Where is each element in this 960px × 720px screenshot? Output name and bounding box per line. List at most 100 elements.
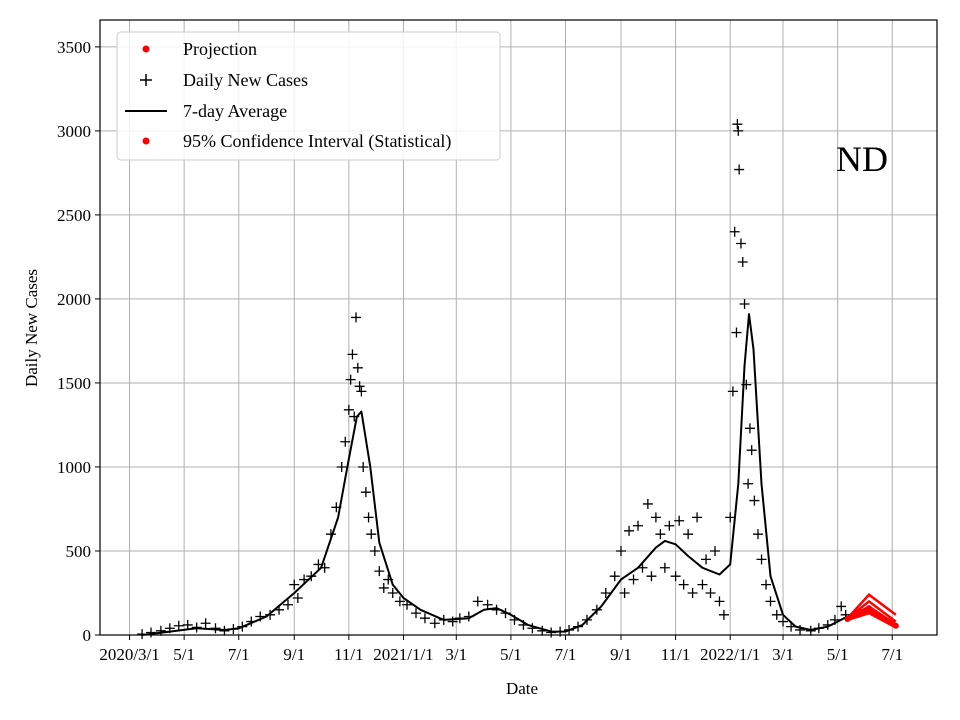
x-tick-label: 2022/1/1: [700, 645, 760, 664]
region-annotation: ND: [836, 139, 888, 179]
daily-cases-point: [155, 625, 166, 636]
daily-cases-point: [836, 601, 847, 612]
daily-cases-point: [687, 587, 698, 598]
daily-cases-point: [200, 618, 211, 629]
daily-cases-point: [358, 461, 369, 472]
daily-cases-point: [411, 608, 422, 619]
x-tick-label: 5/1: [173, 645, 195, 664]
daily-cases-point: [633, 520, 644, 531]
daily-cases-point: [705, 587, 716, 598]
daily-cases-point: [664, 520, 675, 531]
daily-cases-point: [345, 374, 356, 385]
daily-cases-point: [624, 525, 635, 536]
daily-cases-point: [615, 545, 626, 556]
daily-cases-point: [609, 571, 620, 582]
daily-cases-point: [659, 562, 670, 573]
y-tick-label: 3000: [57, 122, 91, 141]
daily-cases-point: [765, 596, 776, 607]
daily-cases-point: [678, 579, 689, 590]
x-tick-label: 11/1: [334, 645, 364, 664]
daily-cases-point: [394, 596, 405, 607]
daily-cases-point: [761, 579, 772, 590]
daily-cases-point: [771, 609, 782, 620]
daily-cases-point: [369, 545, 380, 556]
plot-marks: [137, 119, 899, 640]
y-axis-label: Daily New Cases: [22, 269, 41, 387]
daily-cases-point: [356, 386, 367, 397]
daily-cases-point: [352, 362, 363, 373]
daily-cases-point: [739, 298, 750, 309]
daily-cases-point: [746, 445, 757, 456]
projection-point: [892, 622, 899, 629]
legend: Projection Daily New Cases 7-day Average…: [116, 31, 501, 161]
daily-cases-point: [182, 619, 193, 630]
y-tick-label: 2000: [57, 290, 91, 309]
daily-cases-point: [731, 327, 742, 338]
y-tick-label: 1500: [57, 374, 91, 393]
daily-cases-point: [778, 616, 789, 627]
daily-cases-point: [363, 512, 374, 523]
x-tick-label: 3/1: [445, 645, 467, 664]
legend-projection-marker: [142, 45, 150, 53]
daily-cases-point: [714, 596, 725, 607]
seven-day-average-line: [141, 313, 848, 636]
daily-cases-point: [744, 423, 755, 434]
x-tick-label: 7/1: [555, 645, 577, 664]
daily-cases-point: [749, 495, 760, 506]
legend-ci-label: 95% Confidence Interval (Statistical): [183, 131, 451, 152]
x-tick-label: 2020/3/1: [99, 645, 159, 664]
daily-cases-point: [282, 599, 293, 610]
daily-cases-point: [737, 256, 748, 267]
daily-cases-point: [527, 623, 538, 634]
daily-cases-point: [351, 312, 362, 323]
daily-cases-point: [354, 381, 365, 392]
legend-box: [116, 31, 501, 161]
projection-point: [865, 605, 872, 612]
confidence-interval-line: [846, 593, 897, 620]
daily-cases-point: [670, 571, 681, 582]
daily-cases-point: [336, 461, 347, 472]
daily-cases-point: [173, 620, 184, 631]
projection-point: [844, 616, 851, 623]
daily-cases-point: [674, 515, 685, 526]
daily-cases-point: [734, 164, 745, 175]
daily-cases-point: [642, 498, 653, 509]
legend-daily-marker: [140, 74, 152, 86]
daily-cases-point: [735, 238, 746, 249]
daily-cases-point: [733, 125, 744, 136]
daily-cases-point: [419, 613, 430, 624]
daily-cases-point: [265, 609, 276, 620]
daily-cases-point: [683, 529, 694, 540]
legend-projection-label: Projection: [183, 39, 257, 59]
daily-cases-point: [347, 349, 358, 360]
x-tick-label: 9/1: [610, 645, 632, 664]
y-tick-label: 3500: [57, 38, 91, 57]
daily-cases-point: [387, 587, 398, 598]
daily-cases-point: [146, 627, 157, 638]
daily-cases-point: [692, 512, 703, 523]
daily-cases-point: [472, 596, 483, 607]
daily-cases-point: [447, 616, 458, 627]
daily-cases-point: [292, 593, 303, 604]
daily-cases-point: [646, 571, 657, 582]
daily-cases-point: [378, 582, 389, 593]
legend-ci-marker: [142, 137, 150, 145]
daily-cases-point: [600, 587, 611, 598]
daily-cases-point: [628, 574, 639, 585]
axis-ticks: 2020/3/1 5/1 7/1 9/1 11/1 2021/1/1 3/1 5/1 7/1 9/…: [57, 38, 903, 664]
x-tick-label: 5/1: [827, 645, 849, 664]
y-tick-label: 1000: [57, 458, 91, 477]
daily-cases-point: [752, 529, 763, 540]
y-tick-label: 500: [66, 542, 92, 561]
daily-cases-point: [619, 587, 630, 598]
daily-cases-point: [756, 554, 767, 565]
daily-cases-point: [727, 386, 738, 397]
y-tick-label: 2500: [57, 206, 91, 225]
x-tick-label: 5/1: [500, 645, 522, 664]
daily-cases-point: [650, 512, 661, 523]
x-tick-label: 2021/1/1: [373, 645, 433, 664]
x-axis-label: Date: [506, 679, 538, 698]
daily-cases-point: [743, 478, 754, 489]
x-tick-label: 7/1: [228, 645, 250, 664]
